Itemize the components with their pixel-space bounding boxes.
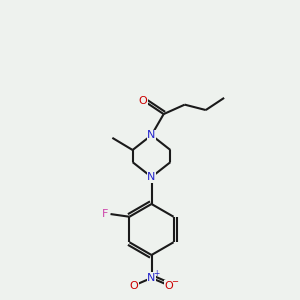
Text: N: N	[147, 273, 156, 283]
Text: O: O	[138, 96, 147, 106]
Text: N: N	[147, 172, 156, 182]
Text: F: F	[102, 209, 108, 219]
Text: O: O	[165, 280, 173, 290]
Text: N: N	[147, 130, 156, 140]
Text: +: +	[153, 269, 159, 278]
Text: −: −	[171, 277, 178, 286]
Text: O: O	[130, 280, 138, 290]
